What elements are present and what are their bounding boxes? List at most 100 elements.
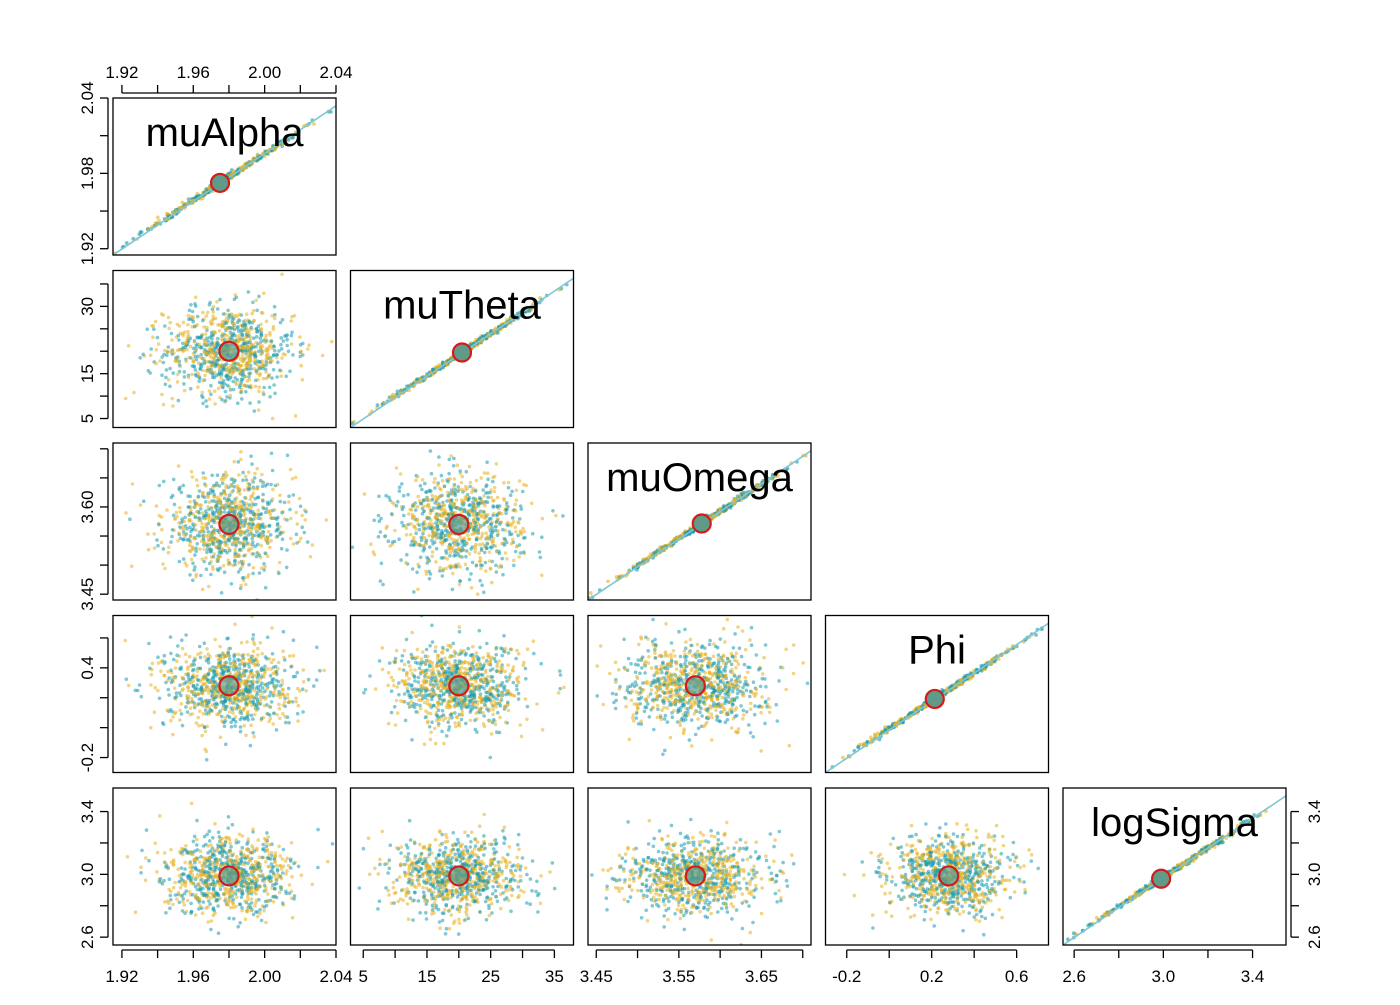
- data-point: [240, 565, 244, 569]
- data-point: [514, 550, 518, 554]
- data-point: [197, 724, 201, 728]
- data-point: [261, 493, 265, 497]
- data-point: [184, 653, 188, 657]
- data-point: [204, 556, 208, 560]
- data-point: [204, 509, 208, 513]
- data-point: [199, 507, 203, 511]
- data-point: [247, 548, 251, 552]
- data-point: [249, 335, 253, 339]
- data-point: [158, 484, 162, 488]
- data-point: [239, 531, 243, 535]
- data-point: [502, 481, 506, 485]
- data-point: [242, 554, 246, 558]
- data-point: [368, 674, 372, 678]
- data-point: [211, 530, 215, 534]
- data-point: [251, 717, 255, 721]
- data-point: [292, 654, 296, 658]
- data-point: [241, 576, 245, 580]
- data-point: [201, 492, 205, 496]
- data-point: [433, 533, 437, 537]
- data-point: [301, 710, 305, 714]
- data-point: [256, 496, 260, 500]
- data-point: [245, 478, 249, 482]
- data-point: [266, 636, 270, 640]
- data-point: [257, 408, 261, 412]
- data-point: [458, 583, 462, 587]
- data-point: [377, 535, 381, 539]
- data-point: [211, 363, 215, 367]
- data-point: [244, 519, 248, 523]
- data-point: [186, 710, 190, 714]
- data-point: [249, 724, 253, 728]
- data-point: [422, 498, 426, 502]
- data-point: [125, 677, 129, 681]
- data-point: [214, 706, 218, 710]
- data-point: [226, 309, 230, 313]
- data-point: [188, 495, 192, 499]
- data-point: [253, 513, 257, 517]
- data-point: [239, 709, 243, 713]
- data-point: [160, 541, 164, 545]
- data-point: [233, 322, 237, 326]
- data-point: [275, 517, 279, 521]
- data-point: [192, 659, 196, 663]
- data-point: [251, 654, 255, 658]
- data-point: [175, 691, 179, 695]
- data-point: [218, 658, 222, 662]
- data-point: [283, 501, 287, 505]
- data-point: [172, 478, 176, 482]
- data-point: [254, 385, 258, 389]
- data-point: [229, 484, 233, 488]
- data-point: [476, 592, 480, 596]
- data-point: [210, 474, 214, 478]
- data-point: [492, 537, 496, 541]
- data-point: [239, 725, 243, 729]
- data-point: [425, 497, 429, 501]
- data-point: [264, 586, 268, 590]
- data-point: [210, 341, 214, 345]
- data-point: [160, 393, 164, 397]
- data-point: [220, 384, 224, 388]
- data-point: [206, 673, 210, 677]
- data-point: [158, 359, 162, 363]
- data-point: [180, 638, 184, 642]
- data-point: [211, 665, 215, 669]
- data-point: [206, 370, 210, 374]
- data-point: [253, 476, 257, 480]
- data-point: [457, 506, 461, 510]
- data-point: [152, 327, 156, 331]
- data-point: [248, 542, 252, 546]
- data-point: [455, 565, 459, 569]
- data-point: [276, 523, 280, 527]
- data-point: [166, 350, 170, 354]
- data-point: [256, 653, 260, 657]
- data-point: [152, 324, 156, 328]
- data-point: [493, 490, 497, 494]
- data-point: [189, 540, 193, 544]
- data-point: [171, 352, 175, 356]
- data-point: [303, 531, 307, 535]
- data-point: [260, 566, 264, 570]
- data-point: [273, 392, 277, 396]
- data-point: [182, 321, 186, 325]
- data-point: [322, 669, 326, 673]
- data-point: [265, 349, 269, 353]
- data-point: [505, 541, 509, 545]
- data-point: [420, 488, 424, 492]
- data-point: [437, 513, 441, 517]
- data-point: [279, 500, 283, 504]
- data-point: [248, 674, 252, 678]
- data-point: [230, 507, 234, 511]
- mean-marker: [219, 342, 238, 361]
- data-point: [491, 504, 495, 508]
- data-point: [489, 496, 493, 500]
- data-point: [257, 517, 261, 521]
- data-point: [199, 574, 203, 578]
- data-point: [430, 494, 434, 498]
- data-point: [258, 532, 262, 536]
- data-point: [194, 344, 198, 348]
- data-point: [508, 533, 512, 537]
- data-point: [473, 550, 477, 554]
- data-point: [167, 327, 171, 331]
- data-point: [252, 487, 256, 491]
